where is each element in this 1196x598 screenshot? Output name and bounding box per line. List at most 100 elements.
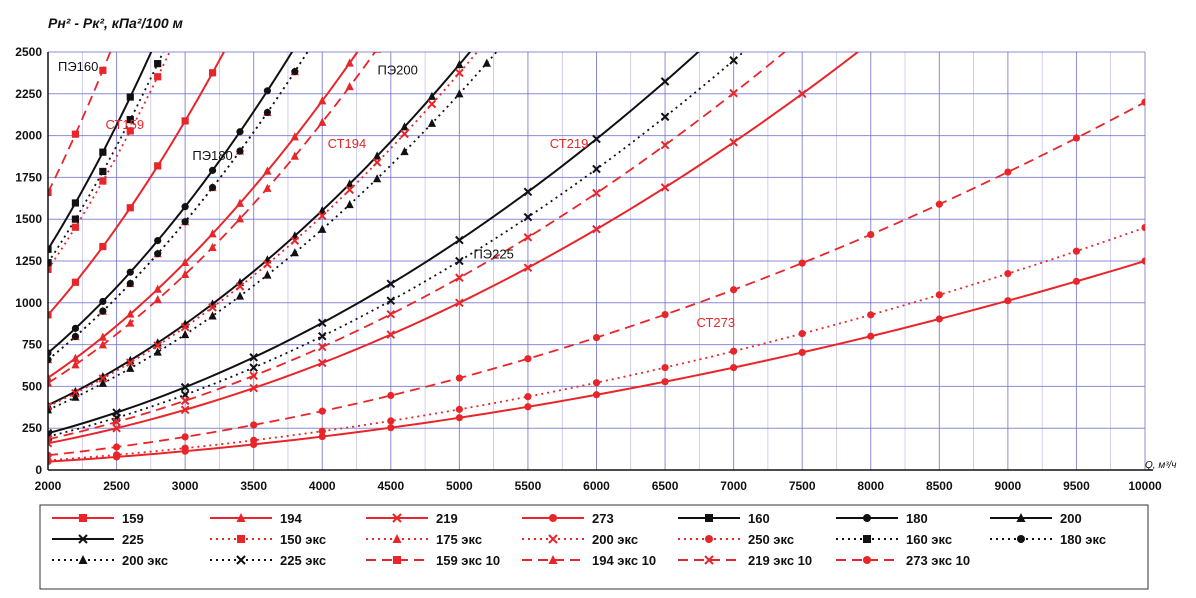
x-tick-label: 3000 (172, 479, 199, 493)
legend-label: 150 экс (280, 532, 326, 547)
data-point (48, 265, 52, 273)
legend-item: 200 экс (52, 553, 168, 568)
data-point (386, 279, 396, 289)
series-225-экс (48, 52, 745, 441)
legend-label: 219 экс 10 (748, 553, 812, 568)
data-point (1017, 535, 1025, 543)
data-point (126, 309, 135, 318)
data-point (455, 89, 464, 98)
data-point (317, 211, 327, 221)
data-point (153, 284, 162, 293)
x-tick-label: 2000 (35, 479, 62, 493)
data-point (235, 198, 245, 207)
data-point (1141, 223, 1145, 232)
series-line (48, 52, 226, 316)
curve-annotation: ПЭ160 (58, 59, 98, 74)
legend-label: 273 экс 10 (906, 553, 970, 568)
data-point (592, 224, 601, 234)
data-point (249, 371, 258, 381)
data-point (455, 68, 464, 78)
legend-item: 194 экс 10 (522, 553, 656, 568)
data-point (523, 212, 533, 222)
x-tick-label: 7000 (720, 479, 747, 493)
data-point (548, 534, 558, 544)
data-point (373, 174, 382, 183)
series-250-экс (48, 223, 1145, 464)
data-point (208, 69, 217, 77)
data-point (317, 331, 327, 341)
legend-item: 159 экс 10 (366, 553, 500, 568)
data-point (392, 534, 402, 543)
data-point (263, 108, 271, 117)
data-point (71, 392, 80, 401)
data-point (126, 268, 134, 276)
series-line (48, 52, 309, 361)
x-tick-label: 4000 (309, 479, 336, 493)
curve-annotation: ПЭ225 (473, 246, 513, 261)
data-point (236, 128, 244, 136)
y-tick-label: 1000 (15, 296, 42, 310)
data-point (730, 363, 738, 372)
data-point (263, 259, 272, 269)
data-point (863, 556, 871, 564)
data-point (263, 87, 271, 95)
data-point (181, 218, 189, 226)
y-tick-label: 0 (35, 463, 42, 477)
data-point (263, 166, 272, 175)
data-point (386, 330, 396, 339)
data-point (387, 391, 395, 400)
data-point (112, 417, 121, 427)
data-point (71, 332, 80, 341)
legend-item: 160 экс (836, 532, 952, 547)
data-point (48, 434, 53, 444)
data-point (48, 349, 52, 357)
data-point (181, 203, 189, 211)
legend-label: 225 (122, 532, 144, 547)
data-point (290, 132, 299, 141)
data-point (386, 296, 396, 306)
series-line (48, 52, 165, 264)
data-point (400, 122, 409, 131)
data-point (455, 273, 464, 283)
data-point (705, 535, 713, 543)
data-point (660, 77, 670, 86)
y-tick-label: 2500 (15, 45, 42, 59)
x-tick-label: 3500 (240, 479, 267, 493)
data-point (661, 378, 669, 386)
data-point (249, 363, 258, 372)
legend: 159 194 219 273 160 180 200 225 150 экс 175 экс 20… (39, 504, 1149, 590)
x-tick-label: 2500 (103, 479, 130, 493)
legend-item: 175 экс (366, 532, 482, 547)
data-point (48, 259, 52, 267)
data-point (392, 513, 402, 523)
series-line (48, 52, 377, 384)
data-point (79, 514, 87, 522)
legend-item: 225 экс (210, 553, 326, 568)
data-point (126, 127, 134, 135)
legend-item: 180 (836, 511, 928, 526)
data-point (797, 89, 807, 99)
data-point (48, 311, 52, 319)
x-tick-label: 6000 (583, 479, 610, 493)
legend-item: 200 экс (522, 532, 638, 547)
data-point (345, 185, 354, 195)
data-point (71, 386, 80, 396)
legend-item: 160 (678, 511, 770, 526)
data-point (236, 555, 246, 565)
series-line (48, 52, 787, 441)
data-point (290, 236, 300, 245)
legend-label: 225 экс (280, 553, 326, 568)
data-point (99, 66, 107, 74)
data-point (249, 353, 258, 362)
data-point (345, 81, 354, 91)
data-point (729, 137, 738, 147)
data-point (249, 383, 258, 393)
x-tick-label: 8500 (926, 479, 953, 493)
data-point (386, 309, 396, 319)
x-tick-label: 9500 (1063, 479, 1090, 493)
data-point (1072, 134, 1081, 142)
data-point (455, 298, 464, 308)
data-point (48, 402, 53, 411)
